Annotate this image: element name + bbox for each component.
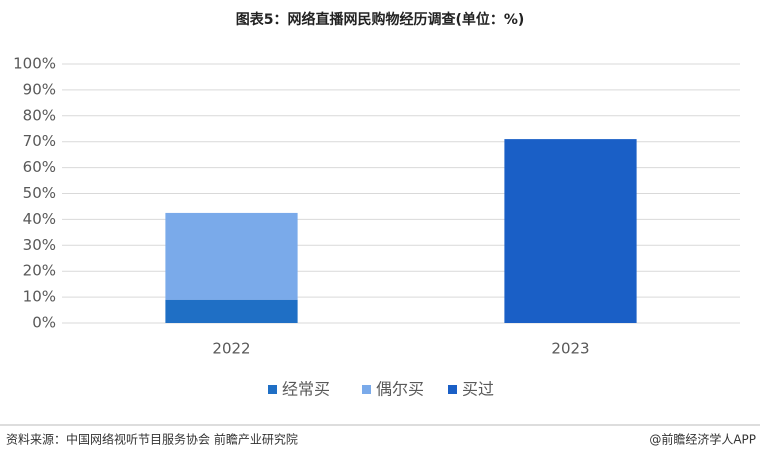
bar-segment: [504, 139, 637, 323]
y-tick-label: 0%: [32, 314, 56, 332]
x-tick-label: 2022: [212, 340, 250, 358]
y-tick-label: 50%: [23, 184, 56, 202]
legend-label: 买过: [462, 380, 494, 399]
y-tick-label: 70%: [23, 132, 56, 150]
legend-label: 偶尔买: [376, 380, 424, 399]
source-note: 资料来源：中国网络视听节目服务协会 前瞻产业研究院: [6, 432, 298, 447]
bar-segment: [165, 212, 298, 300]
legend-swatch: [448, 385, 457, 394]
y-tick-label: 30%: [23, 236, 56, 254]
brand: @前瞻经济学人APP: [649, 432, 756, 447]
chart-title: 图表5：网络直播网民购物经历调查(单位：%): [236, 11, 525, 28]
y-tick-label: 40%: [23, 210, 56, 228]
x-tick-label: 2023: [551, 340, 589, 358]
y-tick-label: 60%: [23, 158, 56, 176]
y-tick-label: 10%: [23, 288, 56, 306]
legend-label: 经常买: [282, 380, 330, 399]
y-tick-label: 90%: [23, 80, 56, 98]
legend-swatch: [362, 385, 371, 394]
bar-segment: [165, 299, 298, 323]
legend-swatch: [268, 385, 277, 394]
y-tick-label: 80%: [23, 106, 56, 124]
y-tick-label: 100%: [13, 55, 56, 73]
y-tick-label: 20%: [23, 262, 56, 280]
